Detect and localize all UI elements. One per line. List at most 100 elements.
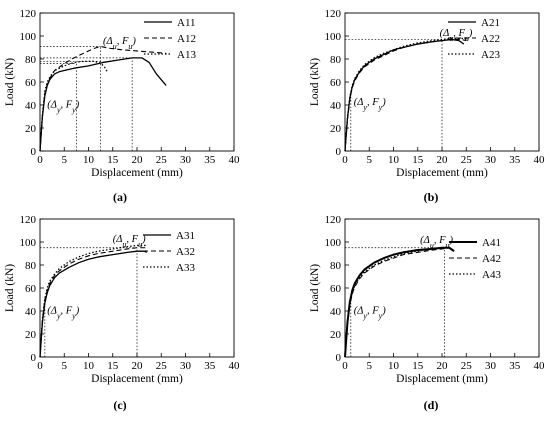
y-tick-label: 40 <box>330 306 342 318</box>
x-tick-label: 20 <box>132 154 144 166</box>
point-annotation: (Δy, Fy) <box>47 305 79 320</box>
y-tick-label: 20 <box>330 329 342 341</box>
x-tick-label: 35 <box>509 360 521 372</box>
y-tick-label: 80 <box>25 54 37 66</box>
series-line-A22 <box>344 38 467 152</box>
series-line-A33 <box>39 244 147 358</box>
point-annotation: (Δy, Fy) <box>354 305 386 320</box>
x-tick-label: 10 <box>83 360 95 372</box>
point-annotation: (Δy, Fy) <box>47 99 79 114</box>
legend-entry-A21: A21 <box>481 17 500 29</box>
panel-1: 0 5 10 15 20 25 30 35 40 0 20 40 60 80 100 120 Displacem… <box>309 8 545 204</box>
panel-label: (a) <box>113 190 127 204</box>
y-tick-label: 100 <box>325 31 342 43</box>
x-tick-label: 30 <box>180 360 192 372</box>
panel-label: (c) <box>113 398 126 412</box>
y-tick-label: 20 <box>330 123 342 135</box>
x-axis-label: Displacement (mm) <box>396 167 488 179</box>
x-axis-label: Displacement (mm) <box>91 167 183 179</box>
x-tick-label: 10 <box>388 154 400 166</box>
legend-entry-A22: A22 <box>481 33 500 45</box>
series-line-A41 <box>344 246 455 358</box>
x-tick-label: 25 <box>156 154 168 166</box>
x-tick-label: 5 <box>367 154 373 166</box>
y-axis-label: Load (kN) <box>309 58 321 106</box>
x-tick-label: 15 <box>107 360 119 372</box>
x-axis-label: Displacement (mm) <box>396 373 488 385</box>
x-tick-label: 5 <box>62 360 68 372</box>
x-tick-label: 0 <box>37 154 43 166</box>
series-line-A42 <box>344 247 450 358</box>
x-tick-label: 10 <box>83 154 95 166</box>
x-tick-label: 40 <box>534 154 546 166</box>
x-tick-label: 40 <box>229 360 241 372</box>
y-tick-label: 120 <box>20 8 37 20</box>
series-line-A23 <box>344 37 469 152</box>
series-line-A21 <box>344 38 465 152</box>
y-axis-label: Load (kN) <box>309 264 321 312</box>
x-tick-label: 30 <box>180 154 192 166</box>
panel-3: 0 5 10 15 20 25 30 35 40 0 20 40 60 80 100 120 Displacem… <box>309 214 545 412</box>
plot-frame <box>39 12 235 152</box>
x-tick-label: 35 <box>204 154 216 166</box>
legend-entry-A31: A31 <box>176 230 195 242</box>
series-line-A32 <box>39 247 147 358</box>
y-tick-label: 60 <box>25 77 37 89</box>
x-tick-label: 40 <box>534 360 546 372</box>
panel-0: 0 5 10 15 20 25 30 35 40 0 20 40 60 80 100 120 Displacem… <box>4 8 240 204</box>
legend-entry-A13: A13 <box>177 49 196 61</box>
legend-entry-A42: A42 <box>482 253 501 265</box>
x-axis-label: Displacement (mm) <box>91 373 183 385</box>
x-tick-label: 0 <box>37 360 43 372</box>
x-tick-label: 15 <box>107 154 119 166</box>
y-tick-label: 60 <box>25 283 37 295</box>
y-tick-label: 60 <box>330 283 342 295</box>
y-tick-label: 80 <box>330 260 342 272</box>
legend-entry-A43: A43 <box>482 269 501 281</box>
x-tick-label: 25 <box>461 154 473 166</box>
y-tick-label: 40 <box>330 100 342 112</box>
legend-entry-A23: A23 <box>481 49 500 61</box>
y-tick-label: 120 <box>325 8 342 20</box>
series-line-A13 <box>39 60 109 152</box>
point-annotation: (Δy, Fy) <box>354 97 386 112</box>
series-line-A12 <box>39 45 167 152</box>
x-tick-label: 20 <box>437 154 449 166</box>
x-tick-label: 30 <box>485 154 497 166</box>
y-tick-label: 0 <box>31 146 37 158</box>
y-tick-label: 40 <box>25 100 37 112</box>
x-tick-label: 35 <box>509 154 521 166</box>
y-tick-label: 20 <box>25 329 37 341</box>
x-tick-label: 15 <box>412 360 424 372</box>
y-tick-label: 0 <box>31 352 37 364</box>
x-tick-label: 20 <box>132 360 144 372</box>
panel-2: 0 5 10 15 20 25 30 35 40 0 20 40 60 80 100 120 Displacem… <box>4 214 240 412</box>
legend-entry-A33: A33 <box>176 262 195 274</box>
legend-entry-A41: A41 <box>482 237 501 249</box>
point-annotation: (Δu, Fu) <box>420 235 453 250</box>
x-tick-label: 15 <box>412 154 424 166</box>
y-tick-label: 120 <box>20 214 37 226</box>
y-tick-label: 80 <box>25 260 37 272</box>
y-tick-label: 40 <box>25 306 37 318</box>
x-tick-label: 35 <box>204 360 216 372</box>
point-annotation: (Δu, Fu) <box>103 36 136 51</box>
x-tick-label: 0 <box>342 154 348 166</box>
point-annotation: (Δu, Fu) <box>113 234 146 249</box>
panel-label: (b) <box>424 190 439 204</box>
y-tick-label: 20 <box>25 123 37 135</box>
y-tick-label: 120 <box>325 214 342 226</box>
y-tick-label: 80 <box>330 54 342 66</box>
legend-entry-A32: A32 <box>176 246 195 258</box>
x-tick-label: 30 <box>485 360 497 372</box>
y-tick-label: 60 <box>330 77 342 89</box>
legend-entry-A11: A11 <box>177 17 196 29</box>
y-tick-label: 0 <box>336 352 342 364</box>
series-line-A11 <box>39 57 167 152</box>
y-axis-label: Load (kN) <box>4 58 16 106</box>
x-tick-label: 40 <box>229 154 241 166</box>
series-line-A43 <box>344 245 450 358</box>
panel-label: (d) <box>424 398 439 412</box>
x-tick-label: 25 <box>461 360 473 372</box>
